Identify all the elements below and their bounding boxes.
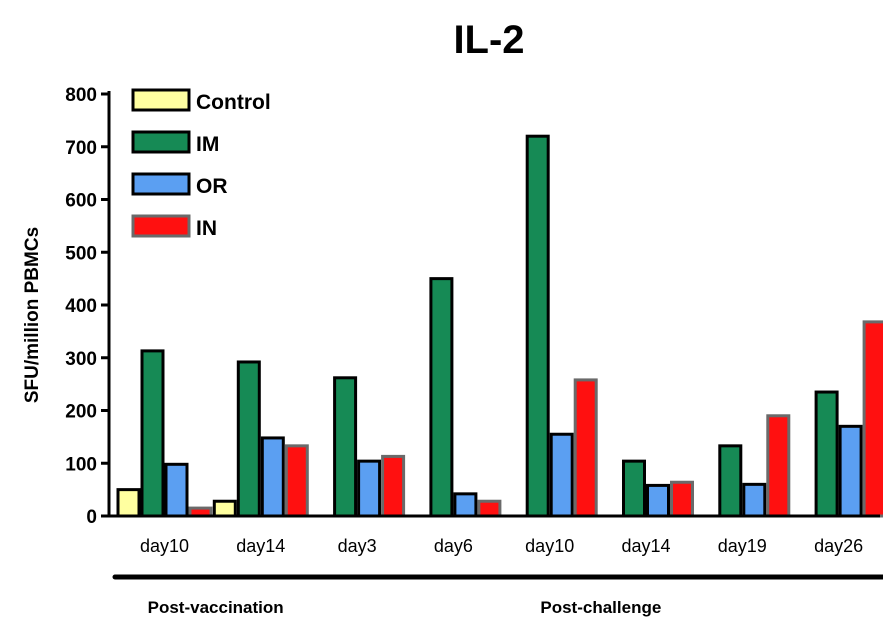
bar-or-day26 bbox=[838, 424, 863, 518]
bar-in-day6 bbox=[477, 499, 502, 518]
legend-swatch-in bbox=[131, 214, 191, 238]
y-tick-label: 800 bbox=[65, 85, 97, 106]
bar-im-day26 bbox=[814, 390, 839, 518]
x-category-label: day3 bbox=[338, 536, 377, 556]
bar-or-day10 bbox=[549, 432, 574, 518]
legend-label-im: IM bbox=[196, 133, 219, 156]
y-axis-label: SFU/million PBMCs bbox=[22, 227, 43, 403]
bar-control-day14 bbox=[212, 499, 237, 518]
legend-label-in: IN bbox=[196, 217, 217, 240]
group-label: Post-vaccination bbox=[148, 598, 284, 617]
y-tick-label: 0 bbox=[86, 507, 97, 528]
bar-im-day3 bbox=[333, 376, 358, 518]
chart-title: IL-2 bbox=[453, 18, 524, 62]
bar-in-day19 bbox=[766, 414, 791, 518]
x-category-label: day26 bbox=[814, 536, 863, 556]
bar-or-day10 bbox=[164, 462, 189, 518]
x-category-label: day19 bbox=[718, 536, 767, 556]
bar-or-day3 bbox=[357, 459, 382, 518]
x-category-label: day10 bbox=[525, 536, 574, 556]
legend-swatch-control bbox=[131, 88, 191, 112]
bar-in-day10 bbox=[573, 378, 598, 518]
y-tick-label: 300 bbox=[65, 349, 97, 370]
bar-im-day10 bbox=[140, 349, 165, 518]
y-tick-label: 700 bbox=[65, 138, 97, 159]
x-category-label: day10 bbox=[140, 536, 189, 556]
x-category-label: day14 bbox=[236, 536, 285, 556]
y-tick-label: 400 bbox=[65, 296, 97, 317]
legend: Control IM OR IN bbox=[131, 88, 271, 240]
y-tick-label: 600 bbox=[65, 191, 97, 212]
y-tick-label: 200 bbox=[65, 402, 97, 423]
legend-label-or: OR bbox=[196, 175, 228, 198]
bar-control-day10 bbox=[116, 488, 141, 518]
y-tick-label: 500 bbox=[65, 243, 97, 264]
bar-or-day14 bbox=[646, 483, 670, 518]
bar-in-day14 bbox=[284, 444, 309, 518]
legend-swatch-or bbox=[131, 172, 191, 196]
bar-or-day19 bbox=[742, 482, 767, 518]
y-axis-ticks: 0 100 200 300 400 500 600 700 800 bbox=[65, 85, 109, 528]
bar-in-day3 bbox=[381, 454, 406, 518]
legend-swatch-im bbox=[131, 130, 191, 154]
bar-or-day14 bbox=[260, 436, 285, 518]
x-category-label: day14 bbox=[621, 536, 670, 556]
bar-in-day26 bbox=[862, 320, 883, 518]
bar-im-day14 bbox=[622, 459, 646, 518]
group-label: Post-challenge bbox=[540, 598, 661, 617]
legend-label-control: Control bbox=[196, 91, 271, 114]
bars-layer bbox=[116, 134, 883, 518]
y-tick-label: 100 bbox=[65, 454, 97, 475]
x-axis-groups: Post-vaccination Post-challenge bbox=[112, 574, 883, 617]
x-category-label: day6 bbox=[434, 536, 473, 556]
bar-im-day19 bbox=[718, 444, 743, 518]
bar-im-day14 bbox=[236, 360, 261, 518]
bar-im-day10 bbox=[525, 134, 550, 518]
bar-or-day6 bbox=[453, 492, 478, 518]
bar-im-day6 bbox=[429, 277, 454, 518]
x-axis-categories: day10 day14 day3 day6 day10 day14 day19 day26 bbox=[140, 536, 863, 556]
bar-in-day14 bbox=[670, 480, 694, 518]
